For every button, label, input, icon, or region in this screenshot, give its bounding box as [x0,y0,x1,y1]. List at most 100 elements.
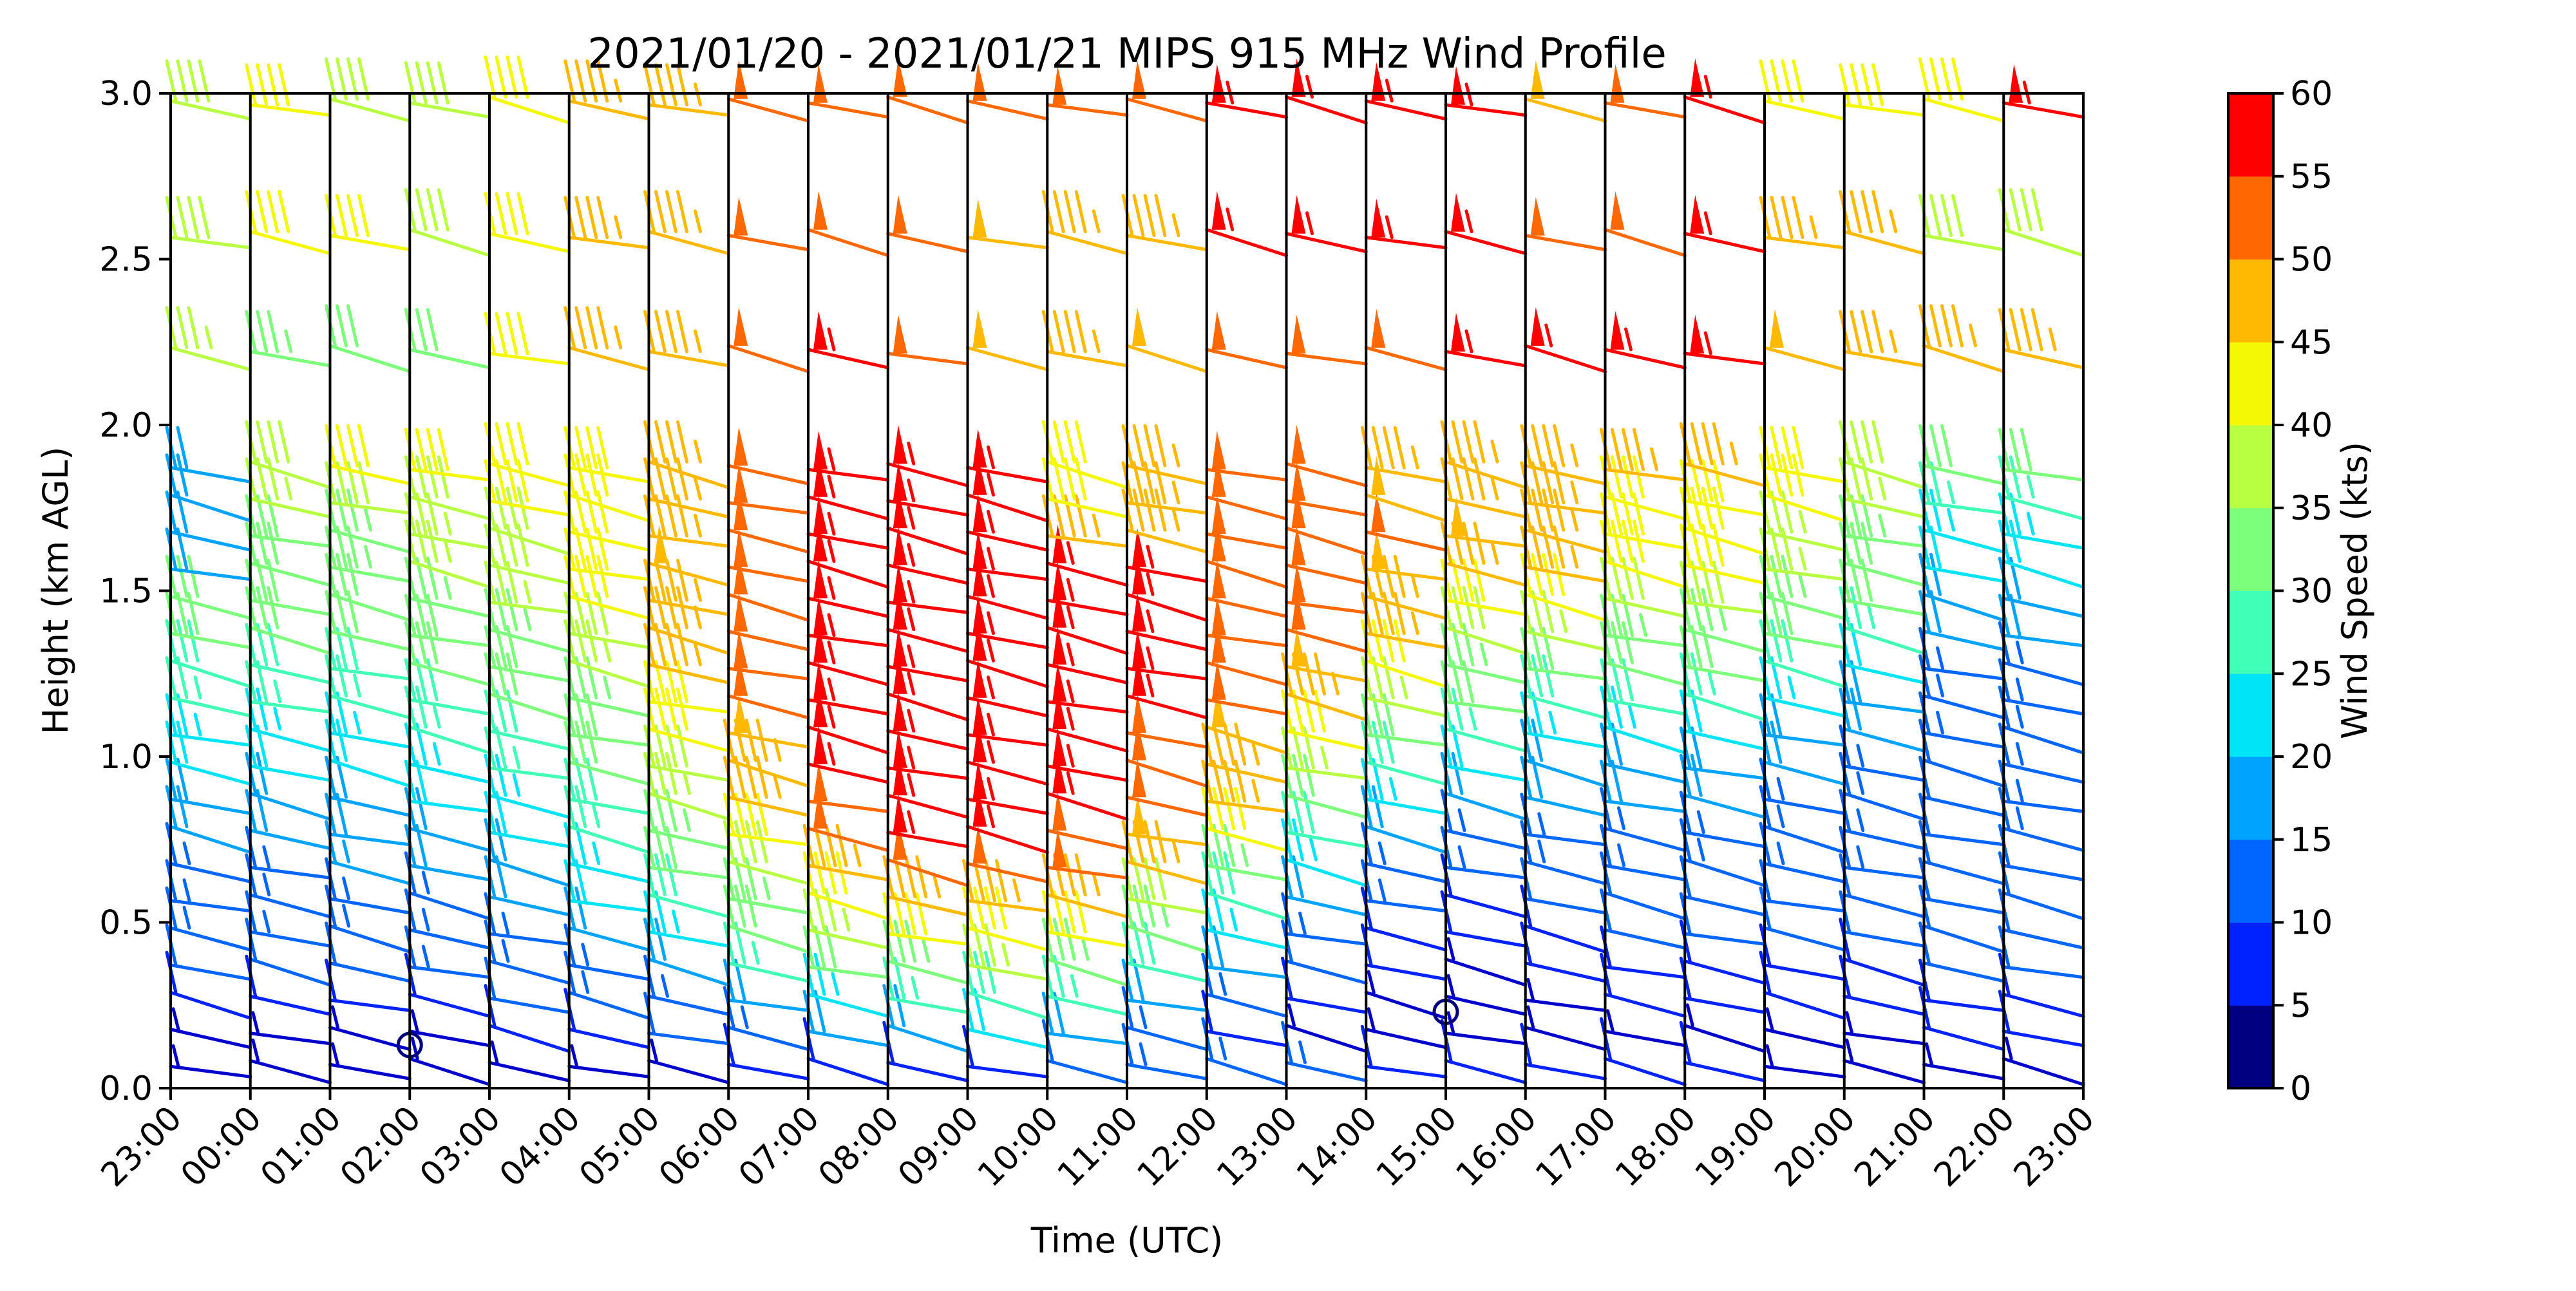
wind-barb [325,719,412,788]
wind-barb [1281,818,1368,887]
wind-barb [564,426,650,484]
wind-barb [1918,755,2005,817]
wind-barb [1679,956,1766,1014]
wind-barb [1679,855,1766,917]
wind-barb [966,62,1049,121]
wind-barb [886,194,969,254]
wind-barb [647,1038,730,1084]
wind-barb [328,1005,412,1051]
wind-barb [1045,791,1129,851]
wind-barb [1998,824,2085,881]
y-tick-label: 0.0 [99,1070,153,1108]
wind-barb [643,825,730,880]
wind-barb [1520,461,1607,515]
wind-barb [325,627,412,681]
wind-barb [404,556,491,618]
wind-barb [1440,825,1528,880]
wind-barb [1121,461,1209,515]
wind-barb [1360,923,1448,981]
colorbar-segment [2228,922,2273,1006]
wind-barb [1918,857,2005,915]
wind-barb [1205,191,1288,258]
wind-barb [962,923,1049,981]
wind-barb [1998,428,2085,482]
wind-barb [484,726,571,780]
wind-barb [1440,687,1528,753]
wind-barb [882,892,969,946]
wind-barb [1839,494,1926,548]
wind-barb [1759,693,1846,747]
wind-barb [1839,751,1926,821]
wind-barb [1679,422,1766,487]
wind-barb [404,428,491,482]
wind-barb [886,425,969,487]
wind-barb [726,307,810,373]
wind-barb [1444,497,1528,548]
y-tick-label: 1.5 [99,572,153,611]
wind-barb [806,191,890,258]
wind-barb [564,757,650,815]
y-axis-label: Height (km AGL) [35,447,76,735]
wind-barb [886,58,969,125]
wind-barb [564,554,650,620]
wind-barb [802,952,890,1018]
wind-barb [726,592,810,652]
wind-barb [1759,923,1846,981]
wind-barb [1360,859,1448,913]
wind-barb [1839,63,1926,117]
wind-barb [1839,522,1926,587]
wind-barb [966,760,1049,815]
wind-barb [564,693,650,747]
wind-barb [245,494,332,548]
wind-barb [1281,726,1368,780]
wind-barb [564,988,650,1050]
colorbar-segment [2228,757,2273,840]
wind-barb [1763,309,1846,372]
wind-barb [1998,455,2085,521]
colorbar-segment [2228,93,2273,177]
x-tick-label: 10:00 [971,1099,1066,1194]
wind-barb [484,55,571,125]
wind-barb [1918,820,2005,885]
wind-barb [404,621,491,686]
wind-barb [1205,624,1288,686]
wind-barb [1041,420,1129,489]
wind-barb [1918,590,2005,652]
wind-barb [1364,970,1448,1020]
wind-barb [484,560,571,614]
wind-barb [1364,62,1448,121]
wind-barb [1918,958,2005,1012]
wind-barb [643,558,730,616]
wind-barb [1440,420,1528,489]
wind-barb [643,954,730,1016]
x-tick-label: 19:00 [1688,1099,1783,1194]
wind-barb [643,890,730,948]
wind-barb [1125,721,1209,788]
wind-barb [1998,722,2085,784]
wind-barb [1839,825,1926,880]
wind-barb [1918,552,2005,622]
wind-barb [1364,198,1448,250]
wind-barb [1125,630,1209,681]
wind-barb [1045,66,1129,117]
wind-barb [1524,977,1607,1012]
wind-barb [886,729,969,780]
wind-barb [484,855,571,917]
x-tick-label: 22:00 [1927,1099,2022,1194]
wind-barb [1520,525,1607,583]
wind-barb [1918,488,2005,554]
wind-barb [165,619,252,688]
wind-barb [325,884,412,954]
wind-barb [966,493,1049,552]
wind-barb [1918,627,2005,681]
wind-barb [1839,954,1926,1016]
x-tick-label: 21:00 [1847,1099,1942,1194]
wind-barb [1520,793,1607,847]
wind-barb [1839,918,1926,987]
wind-barb [165,721,252,786]
wind-barb [643,494,730,548]
wind-barb [564,923,650,981]
wind-barb [165,693,252,747]
wind-barb [1998,925,2085,979]
